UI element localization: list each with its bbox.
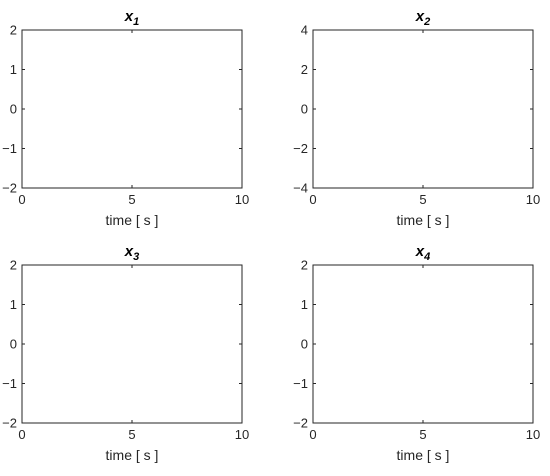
x-tick-label: 0 xyxy=(309,192,316,207)
x-tick-label: 0 xyxy=(309,427,316,442)
y-tick-label: 1 xyxy=(10,62,17,77)
y-tick-label: 0 xyxy=(10,102,17,117)
x-tick-label: 10 xyxy=(526,192,540,207)
x-tick-label: 0 xyxy=(18,427,25,442)
x-tick-label: 5 xyxy=(419,427,426,442)
subplot-2: 0 5 10 −4 −2 0 2 4 time [ s ] x2 xyxy=(293,8,540,228)
chart-title: x2 xyxy=(415,8,430,28)
y-tick-label: 0 xyxy=(10,337,17,352)
y-tick-label: 2 xyxy=(301,258,308,273)
y-tick-label: 0 xyxy=(301,337,308,352)
axes-box xyxy=(312,264,534,424)
y-tick-label: −4 xyxy=(293,181,308,196)
x-tick-label: 5 xyxy=(128,192,135,207)
x-tick-label: 0 xyxy=(18,192,25,207)
y-tick-label: 1 xyxy=(301,297,308,312)
y-tick-label: −2 xyxy=(2,181,17,196)
y-tick-label: 2 xyxy=(10,23,17,38)
chart-title: x4 xyxy=(415,243,430,263)
x-axis-label: time [ s ] xyxy=(106,447,159,463)
y-tick-label: 2 xyxy=(301,62,308,77)
y-tick-label: 0 xyxy=(301,102,308,117)
x-axis-label: time [ s ] xyxy=(106,212,159,228)
subplot-4: 0 5 10 −2 −1 0 1 2 time [ s ] x4 xyxy=(293,243,540,463)
y-tick-label: −1 xyxy=(2,141,17,156)
x-tick-label: 10 xyxy=(235,427,249,442)
x-axis-label: time [ s ] xyxy=(397,212,450,228)
axes-box xyxy=(312,29,534,189)
axes-box xyxy=(21,29,243,189)
y-tick-label: −2 xyxy=(293,416,308,431)
y-tick-label: 1 xyxy=(10,297,17,312)
y-tick-label: −2 xyxy=(293,141,308,156)
x-tick-label: 5 xyxy=(128,427,135,442)
x-tick-label: 10 xyxy=(526,427,540,442)
x-tick-label: 5 xyxy=(419,192,426,207)
y-tick-label: −1 xyxy=(2,376,17,391)
y-tick-label: 4 xyxy=(301,23,308,38)
chart-title: x3 xyxy=(124,243,139,263)
subplot-1: 0 5 10 −2 −1 0 1 2 time [ s ] x1 xyxy=(2,8,249,228)
y-tick-label: 2 xyxy=(10,258,17,273)
subplot-3: 0 5 10 −2 −1 0 1 2 time [ s ] x3 xyxy=(2,243,249,463)
x-axis-label: time [ s ] xyxy=(397,447,450,463)
y-tick-label: −2 xyxy=(2,416,17,431)
x-tick-label: 10 xyxy=(235,192,249,207)
axes-box xyxy=(21,264,243,424)
y-tick-label: −1 xyxy=(293,376,308,391)
chart-title: x1 xyxy=(124,8,139,28)
